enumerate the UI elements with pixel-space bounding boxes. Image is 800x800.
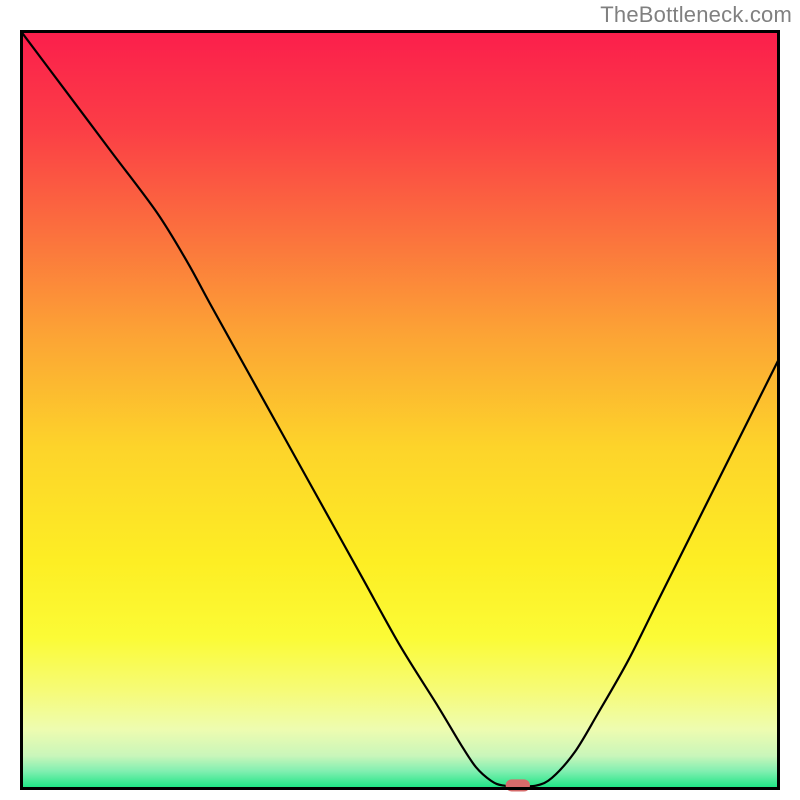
bottleneck-chart [0, 0, 800, 800]
chart-root: TheBottleneck.com [0, 0, 800, 800]
plot-area [20, 30, 780, 792]
gradient-background [20, 30, 780, 790]
watermark-text: TheBottleneck.com [600, 2, 792, 28]
